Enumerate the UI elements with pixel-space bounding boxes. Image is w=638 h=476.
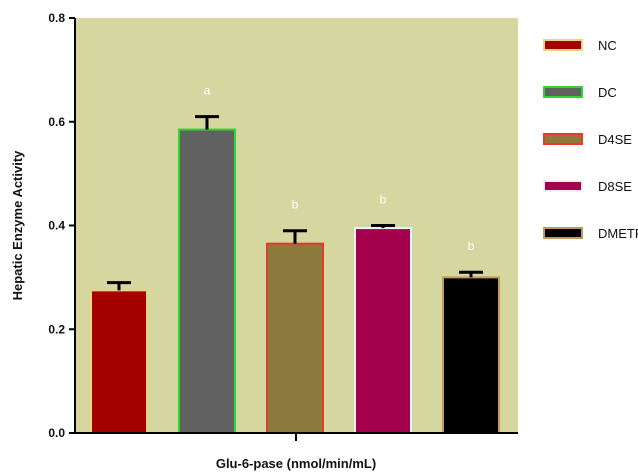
y-tick-label: 0.2 [48, 322, 65, 336]
legend-swatch-dc [543, 86, 583, 98]
y-tick-label: 0.8 [48, 11, 65, 25]
y-tick-label: 0.6 [48, 115, 65, 129]
legend-label-dc: DC [598, 85, 617, 100]
legend-label-d8se: D8SE [598, 179, 632, 194]
significance-label-dmetf: b [468, 239, 475, 253]
y-tick-label: 0.4 [48, 219, 65, 233]
bars-layer: a b b b [90, 84, 500, 434]
legend-swatch-dmetf [543, 227, 583, 239]
x-axis-title: Glu-6-pase (nmol/min/mL) [216, 456, 376, 471]
legend-swatch-nc [543, 39, 583, 51]
bar-dmetf [442, 276, 500, 434]
y-axis: 0.0 0.2 0.4 0.6 0.8 [48, 11, 76, 440]
y-tick-label: 0.0 [48, 426, 65, 440]
legend-label-dmetf: DMETF [598, 226, 638, 241]
legend: NC DC D4SE D8SE DMETF [543, 38, 638, 241]
legend-label-d4se: D4SE [598, 132, 632, 147]
bar-d8se [354, 227, 412, 434]
x-axis [75, 432, 518, 441]
significance-label-dc: a [204, 84, 211, 98]
significance-label-d4se: b [292, 198, 299, 212]
legend-label-nc: NC [598, 38, 617, 53]
bar-dc [178, 128, 236, 434]
legend-swatch-d4se [543, 133, 583, 145]
bar-nc [90, 289, 148, 434]
legend-swatch-d8se [543, 180, 583, 192]
bar-d4se [266, 242, 324, 434]
y-axis-title: Hepatic Enzyme Activity [10, 150, 25, 301]
significance-label-d8se: b [380, 193, 387, 207]
